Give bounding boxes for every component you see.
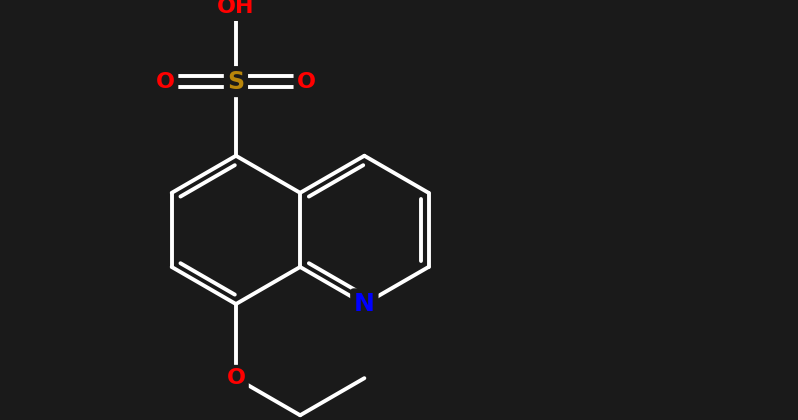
Text: S: S [227, 70, 244, 94]
Text: N: N [354, 292, 375, 316]
Text: O: O [227, 368, 246, 388]
Text: OH: OH [217, 0, 255, 18]
Text: O: O [156, 72, 175, 92]
Text: O: O [297, 72, 316, 92]
